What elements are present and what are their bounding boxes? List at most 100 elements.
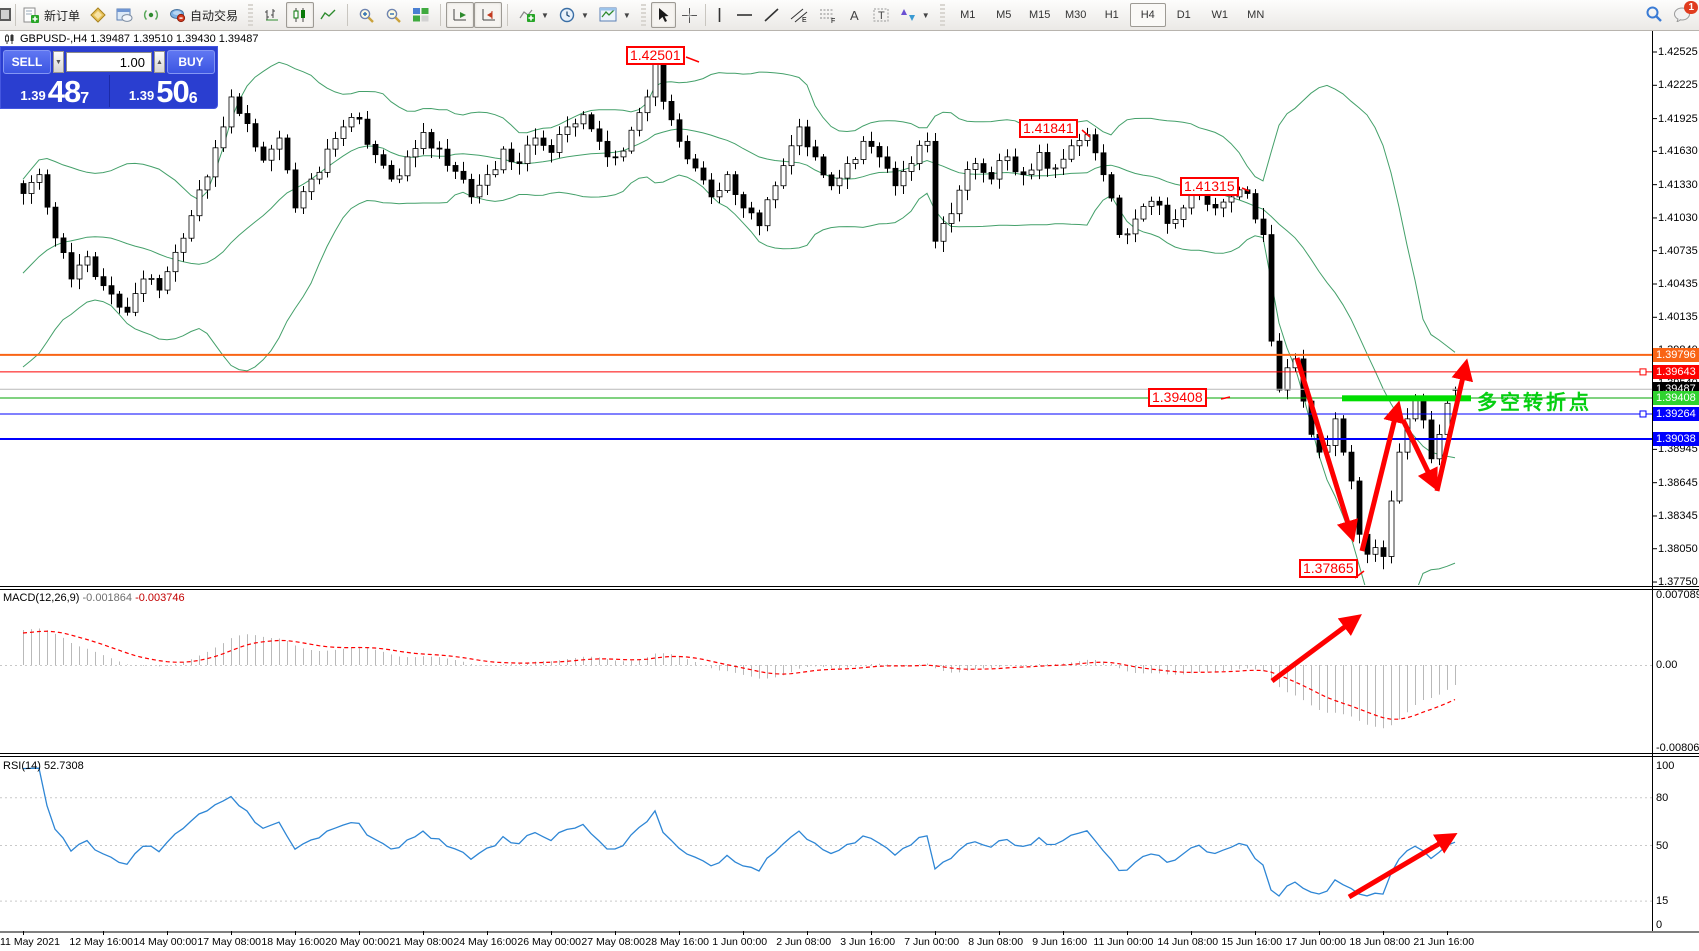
macd-trend-arrow[interactable]	[1270, 614, 1362, 684]
price-scale-tick: 1.38050	[1658, 542, 1698, 555]
price-callout-1.39408[interactable]: 1.39408	[1148, 388, 1207, 407]
fibonacci-tool-button[interactable]: F	[814, 2, 843, 28]
horizontal-line-tool-button[interactable]	[731, 2, 758, 28]
autotrading-button[interactable]: 自动交易	[164, 2, 243, 28]
timeframe-button-h1[interactable]: H1	[1104, 9, 1119, 21]
candle-body	[964, 169, 971, 191]
indicators-button[interactable]: ▼	[513, 2, 554, 28]
rsi-trend-arrow[interactable]	[1347, 832, 1458, 900]
equidistant-channel-tool-button[interactable]: E	[785, 2, 814, 28]
time-axis-label: 17 May 08:00	[197, 936, 262, 948]
line-chart-type-button[interactable]	[314, 2, 342, 28]
candle-body	[276, 137, 283, 150]
candle-body	[1164, 204, 1171, 224]
arrows-tool-button[interactable]: ▼	[895, 2, 935, 28]
candle-body	[380, 154, 387, 166]
candle-body	[716, 190, 723, 198]
candle-body	[132, 293, 139, 313]
candlestick-chart-type-button[interactable]	[286, 2, 315, 28]
candle-body	[1148, 200, 1155, 207]
candle-body	[612, 156, 619, 159]
search-icon[interactable]	[1645, 5, 1663, 26]
timeframe-button-w1[interactable]: W1	[1211, 9, 1228, 21]
candle-body	[548, 145, 555, 153]
rsi-value: 52.7308	[43, 760, 84, 772]
rsi-scale-80: 80	[1656, 791, 1669, 804]
buy-button[interactable]: BUY	[167, 50, 215, 74]
candle-body	[1076, 140, 1083, 147]
time-axis-label: 14 May 00:00	[133, 936, 198, 948]
market-watch-button[interactable]	[85, 2, 111, 28]
auto-scroll-button[interactable]	[446, 2, 475, 28]
signals-button[interactable]	[138, 2, 164, 28]
candle-body	[172, 251, 179, 273]
vertical-line-tool-button[interactable]	[708, 2, 731, 28]
candle-body	[1140, 206, 1147, 220]
new-order-button[interactable]: 新订单	[18, 2, 85, 28]
text-label-tool-button[interactable]: T	[868, 2, 895, 28]
chart-shift-button[interactable]	[474, 2, 503, 28]
sell-price[interactable]: 1.39 48 7	[1, 75, 110, 107]
candle-body	[1156, 200, 1163, 206]
candle-body	[1420, 398, 1427, 421]
timeframe-button-m15[interactable]: M15	[1029, 9, 1051, 21]
candle-body	[420, 132, 427, 149]
sell-button[interactable]: SELL	[3, 50, 51, 74]
periods-button[interactable]: ▼	[554, 2, 594, 28]
candle-body	[1380, 547, 1387, 557]
zoom-out-button[interactable]	[380, 2, 407, 28]
price-callout-1.41315[interactable]: 1.41315	[1180, 177, 1239, 196]
tile-windows-button[interactable]	[407, 2, 435, 28]
candle-body	[1060, 158, 1067, 169]
time-axis-label: 1 Jun 00:00	[712, 936, 768, 948]
candle-body	[988, 172, 995, 180]
timeframe-button-m30[interactable]: M30	[1065, 9, 1087, 21]
candle-body	[1284, 367, 1291, 391]
trend-arrow	[1400, 418, 1438, 491]
candle-body	[620, 150, 627, 158]
candle-body	[1396, 451, 1403, 502]
price-callout-1.37865[interactable]: 1.37865	[1299, 559, 1358, 578]
candle-body	[764, 199, 771, 227]
trendline-tool-button[interactable]	[758, 2, 785, 28]
svg-text:A: A	[850, 8, 859, 23]
price-callout-1.41841[interactable]: 1.41841	[1019, 119, 1078, 138]
candle-body	[652, 59, 659, 98]
price-callout-1.42501[interactable]: 1.42501	[626, 46, 685, 65]
time-axis-label: 17 Jun 00:00	[1285, 936, 1347, 948]
candle-body	[44, 174, 51, 208]
candle-body	[148, 278, 155, 280]
indicators-icon	[519, 9, 536, 22]
turning-point-bar[interactable]	[1342, 395, 1471, 402]
candle-body	[916, 144, 923, 164]
candle-body	[196, 189, 203, 217]
crosshair-tool-button[interactable]	[676, 2, 703, 28]
timeframe-button-h4[interactable]: H4	[1129, 3, 1166, 27]
price-level-label-1.39038: 1.39038	[1653, 432, 1699, 447]
volume-up-button[interactable]: ▲	[154, 51, 165, 73]
timeframe-button-m5[interactable]: M5	[996, 9, 1012, 21]
notifications-icon[interactable]: 1	[1673, 0, 1698, 25]
buy-price[interactable]: 1.39 50 6	[128, 74, 198, 109]
rsi-scale-15: 15	[1656, 895, 1669, 908]
trend-arrow	[1359, 400, 1405, 552]
candle-body	[556, 134, 563, 153]
candle-body	[308, 178, 315, 193]
bar-chart-type-button[interactable]	[258, 2, 286, 28]
templates-button[interactable]: ▼	[594, 2, 636, 28]
turning-point-annotation[interactable]: 多空转折点	[1477, 392, 1592, 414]
volume-input[interactable]	[66, 52, 152, 72]
zoom-in-button[interactable]	[353, 2, 380, 28]
timeframe-button-m1[interactable]: M1	[960, 9, 976, 21]
candle-body	[980, 163, 987, 173]
candle-body	[1372, 547, 1379, 555]
candle-body	[460, 170, 467, 180]
volume-down-button[interactable]: ▼	[53, 51, 64, 73]
cursor-tool-button[interactable]	[650, 2, 676, 28]
timeframe-button-mn[interactable]: MN	[1247, 9, 1265, 21]
timeframe-button-d1[interactable]: D1	[1176, 9, 1191, 21]
text-tool-button[interactable]: A	[843, 2, 868, 28]
trend-arrows[interactable]	[1294, 357, 1474, 552]
data-window-button[interactable]	[111, 2, 138, 28]
